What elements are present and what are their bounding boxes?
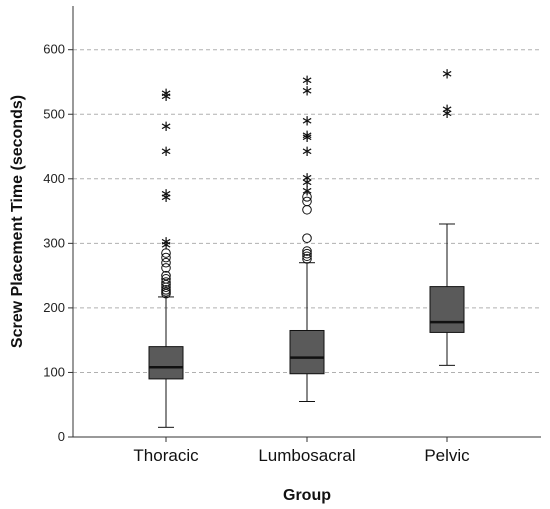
outlier-star: ∗ — [301, 126, 314, 144]
outlier-star: ∗ — [160, 117, 173, 135]
outlier-star: ∗ — [441, 100, 454, 118]
box-plot-series: ∗∗∗∗∗∗∗∗∗∗∗∗∗∗∗∗∗∗∗∗ — [148, 65, 465, 428]
iqr-box — [289, 329, 325, 375]
box-lumbosacral: ∗∗∗∗∗∗∗∗∗ — [289, 71, 325, 402]
y-tick-label: 200 — [43, 300, 65, 315]
outlier-star: ∗ — [160, 236, 173, 254]
outlier-star: ∗ — [301, 181, 314, 199]
outlier-circle — [302, 248, 312, 259]
outlier-circle — [161, 263, 171, 273]
outlier-circle — [161, 277, 171, 287]
outlier-star: ∗ — [160, 84, 173, 102]
y-tick-label: 300 — [43, 235, 65, 250]
outlier-star: ∗ — [301, 128, 314, 146]
outlier-circle — [302, 254, 312, 264]
outlier-star: ∗ — [160, 87, 173, 105]
outlier-circle — [161, 270, 171, 281]
outlier-star: ∗ — [301, 112, 314, 130]
y-axis-ticks: 0 100 200 300 400 500 600 — [43, 42, 73, 444]
outlier-circle — [302, 251, 312, 262]
outlier-circle — [302, 196, 312, 207]
outlier-circle — [302, 233, 312, 243]
x-tick-label: Pelvic — [424, 446, 470, 465]
box-pelvic: ∗∗∗ — [429, 65, 465, 366]
outlier-star: ∗ — [301, 71, 314, 89]
x-tick-label: Lumbosacral — [258, 446, 355, 465]
y-tick-label: 400 — [43, 171, 65, 186]
outlier-star: ∗ — [301, 142, 314, 160]
box-thoracic: ∗∗∗∗∗∗∗∗ — [148, 84, 184, 428]
outlier-star: ∗ — [301, 173, 314, 191]
outlier-circle — [161, 252, 171, 263]
outlier-circle — [302, 192, 312, 202]
outlier-star: ∗ — [301, 169, 314, 187]
outlier-circle — [161, 257, 171, 268]
outlier-circle — [161, 274, 171, 284]
y-tick-label: 600 — [43, 42, 65, 57]
outlier-circle — [302, 204, 312, 215]
outlier-star: ∗ — [301, 81, 314, 99]
outlier-circle — [302, 246, 312, 256]
outlier-star: ∗ — [160, 185, 173, 203]
y-tick-label: 0 — [58, 429, 65, 444]
y-tick-label: 500 — [43, 106, 65, 121]
outlier-circle — [161, 248, 171, 258]
outlier-star: ∗ — [441, 65, 454, 83]
iqr-box — [148, 346, 184, 380]
outlier-star: ∗ — [160, 188, 173, 206]
outlier-star: ∗ — [160, 232, 173, 250]
outlier-star: ∗ — [160, 142, 173, 160]
x-tick-label: Thoracic — [133, 446, 199, 465]
iqr-box — [429, 286, 465, 333]
outlier-circle — [161, 285, 171, 295]
y-axis-title: Screw Placement Time (seconds) — [9, 95, 26, 348]
x-axis-title: Group — [283, 487, 331, 504]
x-axis-categories: Thoracic Lumbosacral Pelvic — [133, 437, 470, 465]
y-tick-label: 100 — [43, 364, 65, 379]
outlier-star: ∗ — [441, 104, 454, 122]
